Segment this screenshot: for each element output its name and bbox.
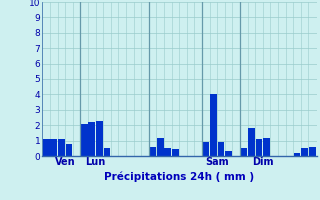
Bar — [66, 144, 72, 156]
Bar — [248, 128, 255, 156]
Bar — [96, 121, 103, 156]
Bar — [256, 139, 262, 156]
Bar — [104, 148, 110, 156]
Bar — [218, 142, 224, 156]
Bar — [301, 148, 308, 156]
Bar — [149, 147, 156, 156]
X-axis label: Précipitations 24h ( mm ): Précipitations 24h ( mm ) — [104, 172, 254, 182]
Bar — [81, 124, 88, 156]
Bar — [88, 122, 95, 156]
Bar — [263, 138, 270, 156]
Bar — [172, 149, 179, 156]
Bar — [43, 139, 50, 156]
Bar — [210, 94, 217, 156]
Bar — [309, 147, 316, 156]
Bar — [225, 151, 232, 156]
Bar — [240, 148, 247, 156]
Bar — [202, 142, 209, 156]
Bar — [164, 148, 171, 156]
Bar — [50, 139, 57, 156]
Bar — [294, 153, 300, 156]
Bar — [157, 138, 164, 156]
Bar — [58, 139, 65, 156]
